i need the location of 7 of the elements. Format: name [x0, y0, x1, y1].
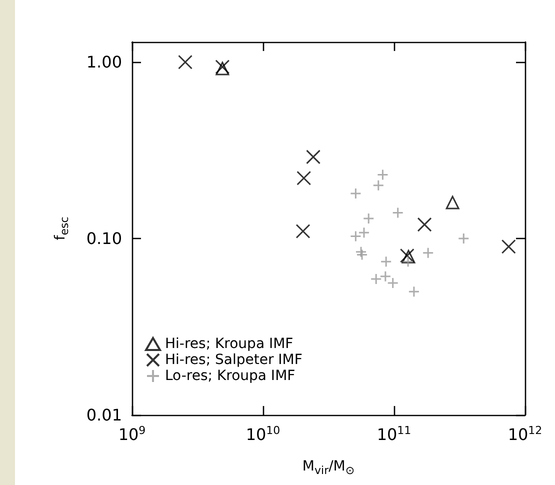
y-axis-title: fesc [52, 216, 71, 240]
legend-label: Hi-res; Salpeter IMF [165, 352, 302, 368]
legend-label: Hi-res; Kroupa IMF [165, 336, 294, 352]
y-tick-label: 0.01 [86, 406, 122, 424]
y-tick-label: 1.00 [86, 52, 122, 72]
y-tick-label: 0.10 [86, 229, 122, 248]
legend-label: Lo-res; Kroupa IMF [165, 368, 296, 384]
